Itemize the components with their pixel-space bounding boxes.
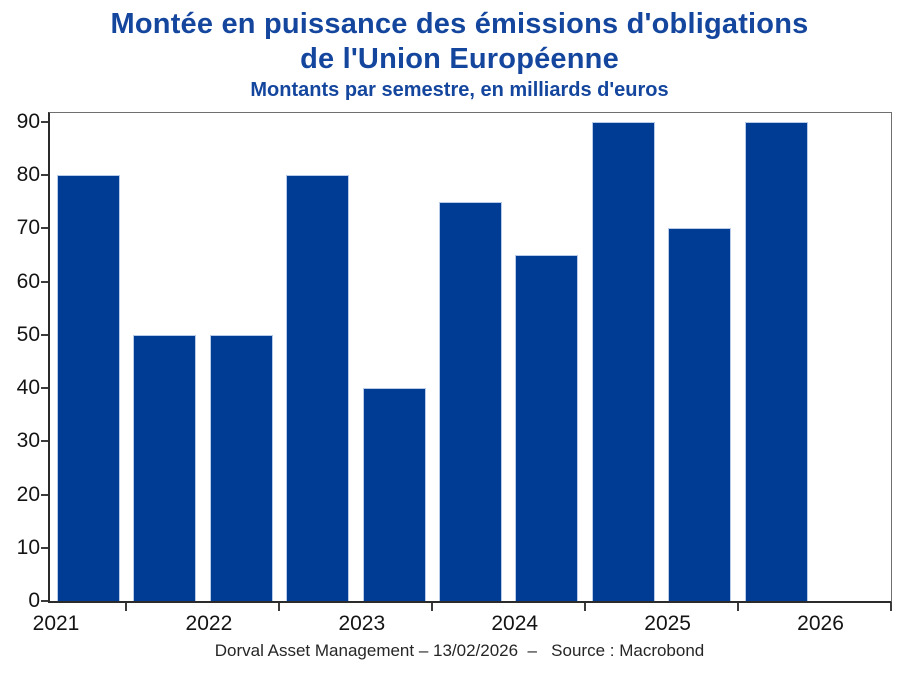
y-tick-60: [41, 280, 48, 283]
y-tick-10: [41, 546, 48, 549]
bar-2021-S2: [133, 334, 197, 601]
bar-2024-S2: [591, 122, 655, 601]
y-tick-label-20: 20: [16, 482, 40, 506]
x-tick-2026: [890, 603, 892, 611]
bar-2025-S2: [744, 122, 808, 601]
y-tick-label-80: 80: [16, 163, 40, 187]
bar-2025-S1: [668, 228, 732, 601]
y-tick-70: [41, 227, 48, 230]
x-tick-label-2023: 2023: [338, 612, 386, 635]
bar-2021-S1: [56, 175, 120, 601]
y-tick-label-0: 0: [28, 589, 40, 612]
bar-2023-S1: [362, 388, 426, 601]
x-tick-2022: [278, 603, 281, 611]
bar-2022-S2: [286, 175, 350, 601]
x-tick-2023: [431, 603, 434, 611]
bar-2024-S1: [515, 255, 579, 601]
y-tick-label-70: 70: [16, 216, 40, 240]
y-tick-20: [41, 493, 48, 496]
y-tick-label-50: 50: [16, 322, 40, 346]
plot-area: 0 10 20 30 40 50 60 70 80 90 2021 2022 2023 2024 2025 2…: [17, 110, 892, 635]
x-tick-label-2021: 2021: [32, 612, 80, 635]
source-caption: Dorval Asset Management – 13/02/2026 – S…: [214, 641, 705, 660]
x-tick-label-2025: 2025: [644, 612, 691, 635]
x-tick-label-2022: 2022: [185, 612, 233, 635]
y-tick-label-90: 90: [16, 110, 40, 133]
y-tick-0: [41, 600, 48, 602]
bar-2022-S1: [209, 334, 273, 601]
x-tick-2024: [584, 603, 587, 611]
y-tick-label-10: 10: [16, 535, 40, 559]
y-tick-40: [41, 387, 48, 390]
bar-2023-S2: [439, 201, 502, 601]
y-tick-30: [41, 440, 48, 443]
x-tick-label-2024: 2024: [491, 612, 539, 635]
y-tick-90: [41, 121, 48, 123]
y-tick-label-60: 60: [16, 269, 40, 293]
y-tick-80: [41, 174, 48, 177]
x-tick-label-2026: 2026: [797, 612, 844, 635]
y-tick-50: [41, 333, 48, 336]
chart-subtitle: Montants par semestre, en milliards d'eu…: [250, 79, 669, 101]
y-tick-label-40: 40: [16, 376, 40, 400]
x-tick-2025: [737, 603, 740, 611]
chart-title: Montée en puissance des émissions d'obli…: [110, 8, 809, 75]
y-tick-label-30: 30: [16, 429, 40, 453]
x-tick-2021: [125, 603, 128, 611]
